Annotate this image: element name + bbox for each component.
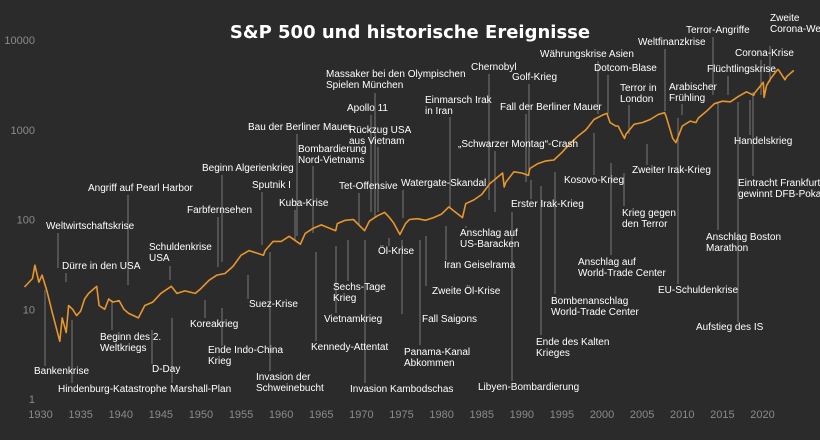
event-annotation: Eintracht Frankfurt gewinnt DFB-Pokal: [738, 178, 820, 200]
event-annotation: Marshall-Plan: [170, 384, 231, 395]
x-tick-label: 1940: [108, 409, 132, 421]
x-tick-label: 2010: [670, 409, 694, 421]
y-tick-label: 1: [29, 394, 35, 406]
event-annotation: Suez-Krise: [249, 299, 298, 310]
event-annotation: Fall der Berliner Mauer: [500, 102, 602, 113]
x-tick-label: 2015: [710, 409, 734, 421]
x-tick-label: 1990: [510, 409, 534, 421]
event-annotation: Chernobyl: [471, 62, 517, 73]
event-annotation: Sputnik I: [252, 180, 291, 191]
event-annotation: Hindenburg-Katastrophe: [58, 384, 167, 395]
event-annotation: Ende des Kalten Krieges: [536, 337, 609, 359]
event-annotation: Kennedy-Attentat: [311, 342, 388, 353]
event-annotation: Ende Indo-China Krieg: [208, 345, 283, 367]
x-tick-label: 1975: [389, 409, 413, 421]
event-annotation: Kuba-Krise: [279, 198, 329, 209]
event-annotation: Corona-Krise: [735, 48, 794, 59]
event-annotation: Anschlag Boston Marathon: [706, 232, 781, 254]
sp500-line: [23, 68, 795, 343]
event-annotation: Terror in London: [620, 83, 657, 105]
event-annotation: Krieg gegen den Terror: [622, 208, 676, 230]
event-annotation: Öl-Krise: [378, 245, 415, 257]
y-tick-label: 10: [23, 304, 35, 316]
x-tick-label: 1935: [68, 409, 92, 421]
event-annotation: Invasion Kambodschas: [350, 384, 453, 395]
event-annotation: Weltfinanzkrise: [638, 37, 706, 48]
event-annotation: D-Day: [152, 364, 180, 375]
event-annotation: Handelskrieg: [734, 136, 792, 147]
event-annotation: Invasion der Schweinebucht: [256, 372, 324, 394]
x-tick-label: 1955: [229, 409, 253, 421]
event-annotation: Fall Saigons: [422, 314, 477, 325]
event-annotation: Erster Irak-Krieg: [511, 199, 584, 210]
event-annotation: Anschlag auf World-Trade Center: [578, 257, 666, 279]
event-annotation: Bombenanschlag World-Trade Center: [551, 296, 639, 318]
x-tick-label: 1980: [429, 409, 453, 421]
event-annotation: Anschlag auf US-Baracken: [460, 228, 519, 250]
event-annotation: Weltwirtschaftskrise: [46, 221, 135, 232]
event-annotation: Zweiter Irak-Krieg: [632, 165, 711, 176]
event-annotation: Vietnamkrieg: [324, 314, 382, 325]
event-annotation: Bau der Berliner Mauer: [248, 122, 352, 133]
event-annotation: Sechs-Tage Krieg: [333, 282, 386, 304]
event-annotation: Koreakrieg: [190, 319, 238, 330]
event-annotation: Aufstieg des IS: [696, 322, 764, 333]
event-annotation: Tet-Offensive: [339, 181, 398, 192]
x-tick-label: 1970: [349, 409, 373, 421]
event-annotation: Beginn des 2. Weltkriegs: [100, 332, 161, 354]
event-annotation: Einmarsch Irak in Iran: [425, 95, 493, 117]
event-annotation: EU-Schuldenkrise: [658, 285, 738, 296]
y-tick-label: 1000: [11, 125, 35, 137]
event-annotation: Libyen-Bombardierung: [478, 382, 579, 393]
event-annotation: Bankenkrise: [34, 366, 89, 377]
x-tick-label: 1950: [189, 409, 213, 421]
event-annotation: Arabischer Frühling: [669, 82, 717, 104]
x-tick-label: 1945: [149, 409, 173, 421]
event-annotation: Kosovo-Krieg: [564, 175, 624, 186]
x-tick-label: 1985: [469, 409, 493, 421]
event-annotation: Zweite Öl-Krise: [432, 285, 501, 297]
event-annotation: Flüchtlingskrise: [707, 64, 776, 75]
event-annotation: Bombardierung Nord-Vietnams: [298, 144, 366, 166]
event-annotation: Angriff auf Pearl Harbor: [88, 183, 194, 194]
event-annotation: Apollo 11: [347, 103, 388, 114]
event-annotation: Watergate-Skandal: [401, 178, 486, 189]
event-annotation: Dotcom-Blase: [594, 63, 657, 74]
x-tick-label: 1995: [550, 409, 574, 421]
x-tick-label: 1930: [28, 409, 52, 421]
event-annotation: Rückzug USA aus Vietnam: [349, 125, 412, 147]
x-tick-label: 1960: [269, 409, 293, 421]
event-annotation: Dürre in den USA: [62, 261, 141, 272]
x-tick-label: 1965: [309, 409, 333, 421]
chart-title: S&P 500 und historische Ereignisse: [230, 22, 590, 43]
event-annotation: Panama-Kanal Abkommen: [404, 347, 470, 369]
event-annotation: „Schwarzer Montag“-Crash: [458, 139, 578, 150]
event-annotation: Golf-Krieg: [512, 72, 557, 83]
y-tick-label: 100: [17, 215, 35, 227]
event-annotation: Iran Geiselrama: [444, 260, 516, 271]
x-tick-label: 2005: [630, 409, 654, 421]
x-tick-label: 2000: [590, 409, 614, 421]
event-annotation: Farbfernsehen: [187, 205, 252, 216]
event-annotation: Terror-Angriffe: [686, 25, 750, 36]
x-tick-label: 2020: [750, 409, 774, 421]
y-tick-label: 10000: [4, 35, 35, 47]
event-annotation: Massaker bei den Olympischen Spielen Münc…: [326, 69, 466, 91]
event-annotation: Beginn Algerienkrieg: [202, 163, 294, 174]
event-annotation: Schuldenkrise USA: [149, 242, 212, 264]
event-annotation: Währungskrise Asien: [540, 49, 634, 60]
